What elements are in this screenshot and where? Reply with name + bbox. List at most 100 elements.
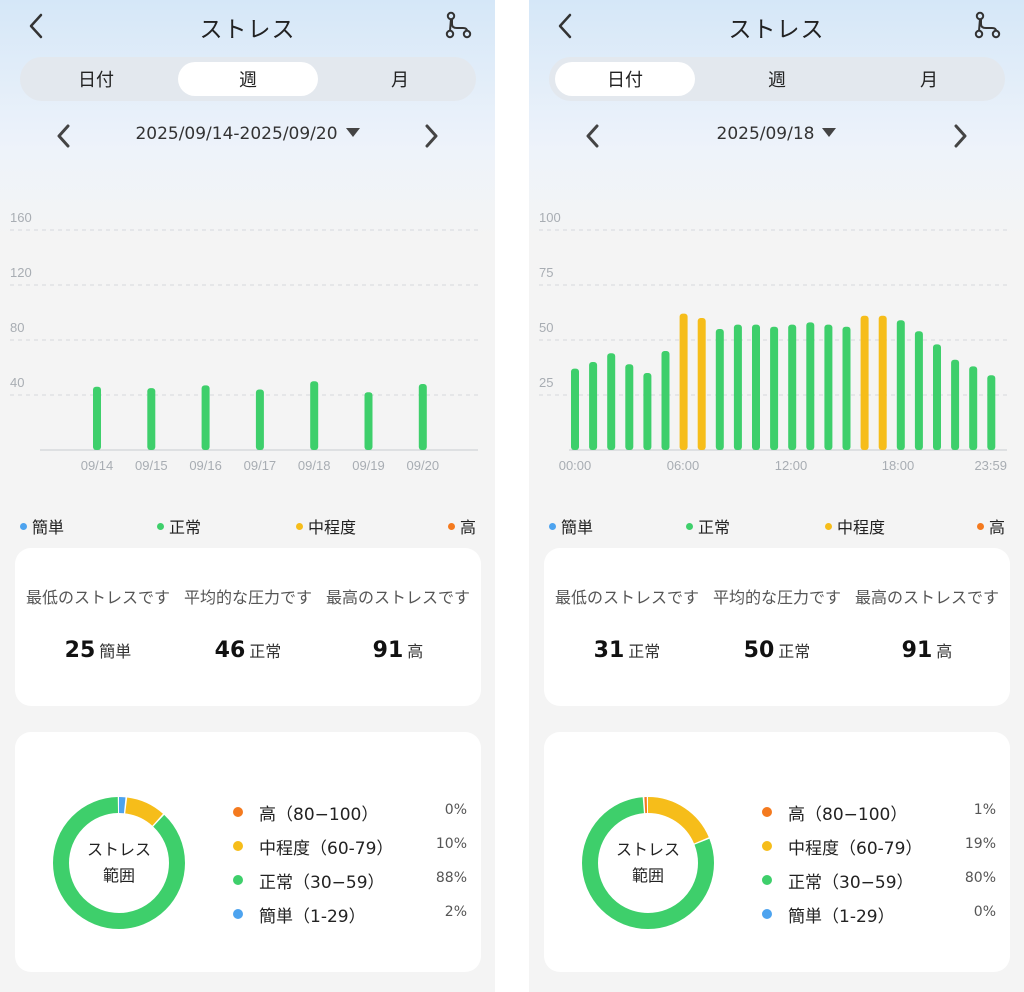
stress-bar[interactable] [715,329,724,450]
legend-label: 中程度 [308,518,357,537]
range-pct: 10% [435,836,467,852]
stat-label: 最高のストレスです [325,588,470,607]
legend-high: 高 [977,514,1005,538]
range-dot [762,875,772,885]
stress-bar[interactable] [933,344,941,450]
stress-bar[interactable] [806,322,815,450]
tab-month[interactable]: 月 [920,70,938,91]
stat-highest: 最高のストレスです 91 高 [323,586,473,663]
range-row-high: 高（80−100） 1% [762,800,1002,825]
share-icon[interactable] [443,10,473,40]
x-tick-label: 09/17 [244,458,277,473]
stat-level: 高 [407,642,424,661]
range-row-normal: 正常（30−59） 88% [233,868,473,893]
legend-normal: 正常 [157,514,201,538]
x-tick-label: 18:00 [882,458,915,473]
range-pct: 19% [964,836,996,852]
stress-range-card: ストレス 範囲 高（80−100） 0% 中程度（60-79） 10% 正常（30−… [15,732,481,972]
stress-bar[interactable] [93,386,101,450]
range-row-normal: 正常（30−59） 80% [762,868,1002,893]
range-label: 高（80−100） [788,805,908,825]
tab-week[interactable]: 週 [178,62,318,96]
stress-bar[interactable] [788,324,797,450]
stress-bar[interactable] [661,351,670,450]
legend-dot [20,522,27,530]
x-tick-label: 00:00 [559,458,592,473]
stress-bar[interactable] [733,324,742,450]
date-selector[interactable]: 2025/09/18 [529,124,1024,144]
stress-bar[interactable] [770,326,779,450]
share-icon[interactable] [972,10,1002,40]
tab-month[interactable]: 月 [391,70,409,91]
legend: 簡単 正常 中程度 高 [0,514,495,538]
chevron-left-icon[interactable] [581,120,605,152]
range-pct: 0% [973,904,996,920]
stress-bar[interactable] [951,359,960,450]
donut-center-label: ストレス 範囲 [579,837,717,889]
header: ストレス [0,0,495,50]
range-dot [762,909,772,919]
y-tick-label: 25 [539,375,553,390]
legend-easy: 簡単 [549,514,593,538]
stat-average: 平均的な圧力です 50 正常 [702,586,852,663]
stress-bar[interactable] [147,388,156,450]
legend-dot [977,522,984,530]
stress-bar[interactable] [824,324,833,450]
x-tick-label: 09/20 [407,458,440,473]
stress-bar[interactable] [697,318,706,450]
stat-level: 高 [936,642,953,661]
stress-bar[interactable] [625,364,634,450]
range-dot [762,807,772,817]
stress-bar[interactable] [878,315,887,450]
tab-day[interactable]: 日付 [78,70,114,91]
stress-bar[interactable] [969,366,978,450]
back-icon[interactable] [551,9,579,43]
range-label: 正常（30−59） [788,873,914,893]
stats-card: 最低のストレスです 25 簡単 平均的な圧力です 46 正常 最高のストレスです 9… [15,548,481,706]
legend-dot [448,522,455,530]
legend-moderate: 中程度 [296,514,356,538]
range-dot [762,841,772,851]
tab-day[interactable]: 日付 [555,62,695,96]
chevron-right-icon[interactable] [419,120,443,152]
stress-bar[interactable] [679,313,688,450]
legend-label: 中程度 [837,518,886,537]
legend-label: 高 [989,518,1006,537]
stress-bar[interactable] [896,320,905,450]
legend-label: 正常 [169,518,202,537]
donut-segment-easy [53,797,185,929]
stat-lowest: 最低のストレスです 25 簡単 [23,586,173,663]
legend-dot [157,522,164,530]
range-label: 簡単（1-29） [788,907,895,927]
stress-bar[interactable] [310,381,319,450]
legend-label: 簡単 [561,518,594,537]
legend-dot [296,522,303,530]
stress-bar[interactable] [643,373,652,450]
range-dot [233,909,243,919]
donut-title: ストレス 範囲 [86,840,151,885]
back-icon[interactable] [22,9,50,43]
date-selector[interactable]: 2025/09/14-2025/09/20 [0,124,495,144]
stress-bar[interactable] [842,326,851,450]
stat-value: 91 [372,638,404,663]
stress-bar[interactable] [418,384,427,450]
range-row-moderate: 中程度（60-79） 19% [762,834,1002,859]
stress-bar[interactable] [914,331,923,450]
stress-bar[interactable] [752,324,760,450]
stress-bar[interactable] [607,353,616,450]
stress-bar[interactable] [364,392,373,450]
stress-bar[interactable] [201,385,210,450]
range-label: 中程度（60-79） [259,839,394,859]
stress-bar[interactable] [987,375,996,450]
stress-bar[interactable] [860,315,869,450]
legend: 簡単 正常 中程度 高 [529,514,1024,538]
chevron-left-icon[interactable] [52,120,76,152]
chevron-right-icon[interactable] [948,120,972,152]
y-tick-label: 80 [10,320,24,335]
tab-week[interactable]: 週 [768,70,786,91]
header: ストレス [529,0,1024,50]
caret-down-icon [345,127,360,137]
stress-bar[interactable] [255,389,264,451]
stress-bar[interactable] [571,368,579,450]
stress-bar[interactable] [589,362,598,450]
